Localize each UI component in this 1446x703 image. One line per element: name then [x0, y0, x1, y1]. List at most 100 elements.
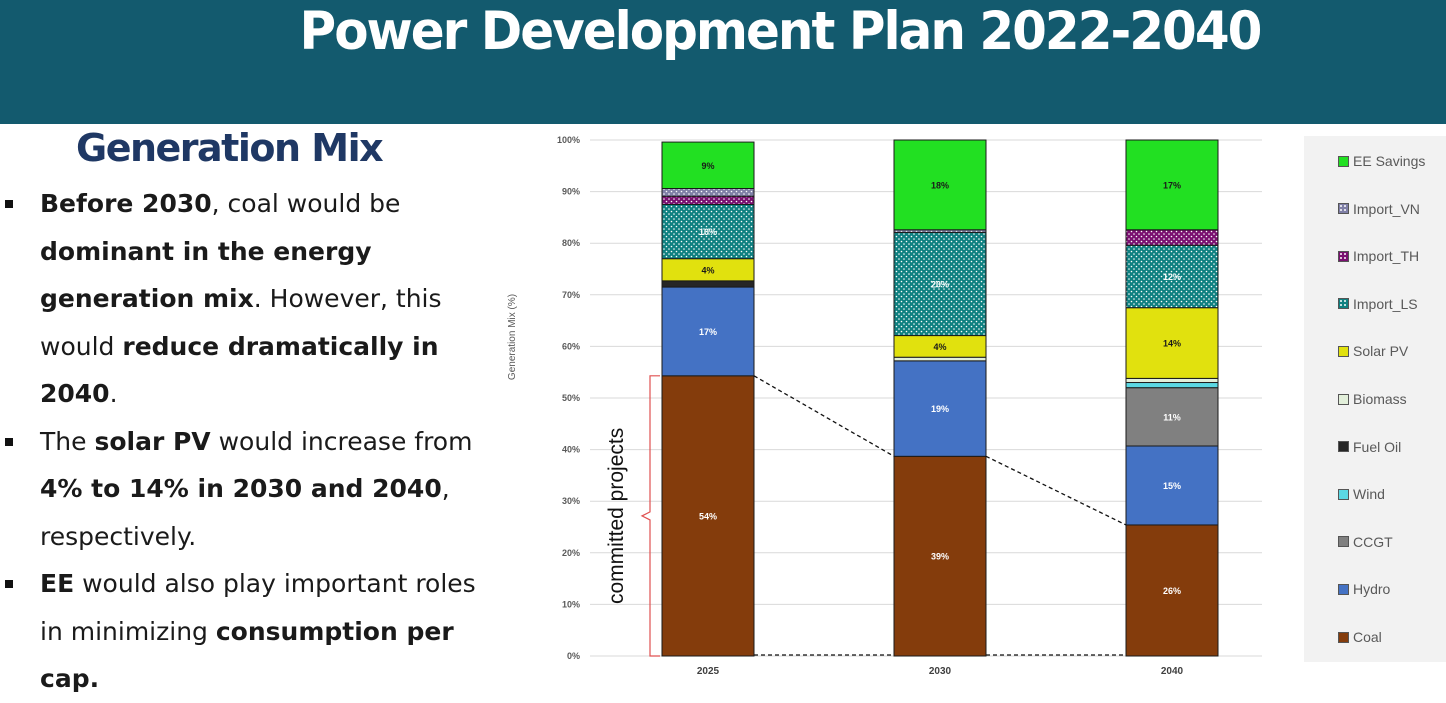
bar-segment: [893, 139, 987, 231]
bullet-text: The: [40, 426, 95, 456]
bar-segment: [661, 375, 755, 657]
bar-segment: [661, 204, 755, 260]
bar-segment: [1125, 524, 1219, 657]
y-tick-label: 30%: [562, 496, 580, 506]
header-banner: Power Development Plan 2022-2040: [0, 0, 1446, 124]
y-tick-label: 0%: [567, 651, 580, 661]
committed-bracket: [640, 375, 660, 657]
legend-label: Biomass: [1353, 391, 1407, 407]
data-label: 20%: [931, 279, 949, 289]
bullet-text: EE: [40, 569, 75, 598]
bar-segment: [661, 286, 755, 377]
bullet-text: dominant in the energy generation mix: [40, 236, 372, 314]
data-label: 11%: [1163, 412, 1181, 422]
legend-swatch: [1338, 393, 1349, 405]
bar-segment: [661, 195, 755, 206]
data-label: 4%: [701, 265, 714, 275]
legend-label: Hydro: [1353, 581, 1391, 598]
bullet-text: consumption per cap.: [40, 616, 454, 694]
bullet-text: . However, this would: [40, 284, 442, 361]
legend-label: Import_VN: [1353, 200, 1420, 217]
legend-item: Import_VN: [1338, 201, 1420, 217]
legend-label: CCGT: [1353, 533, 1393, 550]
bar-segment: [1125, 244, 1219, 309]
bullet-square-icon: [5, 200, 13, 208]
trend-connector: [753, 375, 895, 457]
bullet-text: solar PV: [94, 426, 211, 456]
legend-label: EE Savings: [1353, 153, 1426, 169]
legend-label: Import_TH: [1353, 248, 1420, 265]
legend-label: Fuel Oil: [1353, 438, 1402, 455]
legend-label: Coal: [1353, 629, 1382, 645]
y-tick-label: 10%: [562, 599, 580, 609]
data-label: 17%: [1163, 180, 1181, 190]
legend-item: Hydro: [1338, 581, 1390, 597]
data-label: 15%: [1163, 481, 1181, 491]
y-tick-label: 70%: [562, 290, 580, 300]
bar-segment: [893, 360, 987, 457]
bullet-text: , coal would be: [211, 189, 401, 218]
data-label: 4%: [933, 342, 946, 352]
legend-item: Import_LS: [1338, 296, 1418, 312]
bar-segment: [1125, 382, 1219, 389]
data-label: 19%: [931, 404, 949, 414]
legend-item: Coal: [1338, 629, 1382, 645]
bullet-text: .: [109, 379, 118, 408]
data-label: 14%: [1163, 339, 1181, 349]
x-tick-label: 2040: [1161, 666, 1184, 677]
bar-segment: [1125, 307, 1219, 379]
data-label: 17%: [699, 327, 717, 337]
bullet-item: The solar PV would increase from 4% to 1…: [0, 418, 500, 561]
bullet-text: would also play important roles in minim…: [40, 569, 476, 646]
bullet-text: reduce dramatically in 2040: [40, 331, 439, 409]
y-tick-label: 80%: [562, 238, 580, 248]
legend-item: CCGT: [1338, 534, 1393, 550]
legend-panel: [1304, 136, 1446, 662]
bar-segment: [661, 141, 755, 190]
legend-label: Import_LS: [1353, 295, 1418, 312]
legend-swatch: [1338, 250, 1349, 262]
legend-swatch: [1338, 488, 1349, 500]
bullet-item: EE would also play important roles in mi…: [0, 560, 500, 703]
y-axis-label: Generation Mix (%): [507, 294, 518, 380]
x-tick-label: 2025: [697, 666, 720, 677]
bar-segment: [661, 188, 755, 197]
legend-label: Solar PV: [1353, 343, 1409, 360]
legend-swatch: [1338, 441, 1349, 453]
bullet-square-icon: [5, 437, 13, 446]
legend-item: Solar PV: [1338, 343, 1408, 359]
legend-item: Wind: [1338, 486, 1385, 502]
data-label: 10%: [699, 227, 717, 237]
bullet-square-icon: [5, 580, 13, 588]
y-tick-label: 90%: [562, 187, 580, 197]
legend-swatch: [1338, 345, 1349, 357]
bullet-text: , respectively.: [40, 474, 450, 551]
bullet-list: Before 2030, coal would be dominant in t…: [0, 180, 500, 703]
annotation-label: committed projects: [605, 428, 628, 604]
legend-swatch: [1338, 203, 1349, 215]
bullet-text: 4% to 14% in 2030 and 2040: [40, 474, 442, 503]
legend-swatch: [1338, 583, 1349, 595]
legend-item: Fuel Oil: [1338, 439, 1401, 455]
data-label: 18%: [931, 180, 949, 190]
page-title: Power Development Plan 2022-2040: [299, 0, 1263, 62]
bar-segment: [893, 356, 987, 362]
bar-segment: [893, 231, 987, 337]
legend-item: EE Savings: [1338, 153, 1425, 169]
legend-swatch: [1338, 631, 1349, 643]
section-title: Generation Mix: [76, 126, 384, 170]
bar-segment: [661, 280, 755, 288]
y-tick-label: 50%: [562, 393, 580, 403]
bar-segment: [1125, 229, 1219, 246]
y-tick-label: 40%: [562, 445, 580, 455]
y-tick-label: 100%: [557, 135, 580, 145]
x-tick-label: 2030: [929, 666, 952, 677]
bullet-item: Before 2030, coal would be dominant in t…: [0, 180, 500, 418]
data-label: 26%: [1163, 586, 1181, 596]
y-tick-label: 60%: [562, 341, 580, 351]
legend-swatch: [1338, 536, 1349, 548]
bar-segment: [1125, 387, 1219, 447]
legend-item: Biomass: [1338, 391, 1407, 407]
data-label: 39%: [931, 552, 949, 562]
